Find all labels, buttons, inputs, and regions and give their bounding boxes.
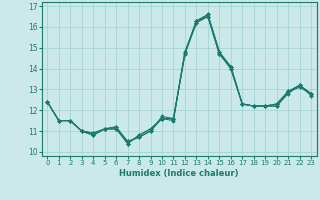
X-axis label: Humidex (Indice chaleur): Humidex (Indice chaleur) xyxy=(119,169,239,178)
